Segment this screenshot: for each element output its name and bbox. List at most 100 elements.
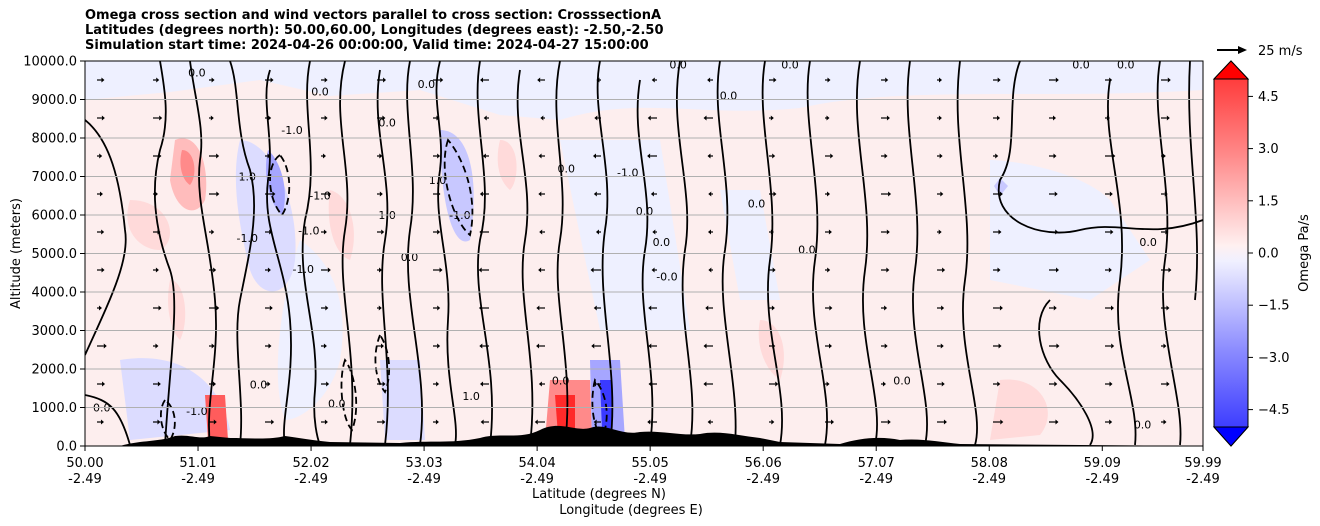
wind-vector bbox=[825, 153, 834, 159]
wind-vector bbox=[480, 381, 489, 387]
wind-vector bbox=[479, 343, 489, 349]
wind-vector bbox=[97, 153, 103, 159]
wind-vector bbox=[97, 267, 105, 273]
wind-vector bbox=[1049, 191, 1058, 197]
wind-vector bbox=[881, 229, 890, 235]
wind-vector bbox=[937, 229, 942, 235]
wind-vector bbox=[993, 381, 1001, 387]
quiver-key-arrowhead bbox=[1238, 46, 1247, 54]
wind-vector bbox=[153, 305, 162, 311]
wind-vector bbox=[433, 305, 441, 311]
omega-contours bbox=[85, 61, 1203, 446]
wind-vector bbox=[993, 77, 1001, 83]
wind-vector bbox=[377, 191, 383, 197]
wind-vector bbox=[825, 267, 831, 273]
contour-line bbox=[301, 61, 321, 446]
y-tick-label: 6000.0 bbox=[32, 209, 78, 224]
wind-vector bbox=[993, 267, 1001, 273]
wind-vector bbox=[647, 115, 657, 121]
wind-vector bbox=[593, 419, 601, 425]
x-tick-label-lon: -2.49 bbox=[68, 472, 102, 487]
wind-vector bbox=[1161, 343, 1167, 349]
contour-label: 0.0 bbox=[636, 205, 654, 218]
wind-vector bbox=[209, 381, 217, 387]
wind-vector bbox=[265, 419, 275, 425]
wind-vector bbox=[97, 343, 107, 349]
wind-vector bbox=[153, 153, 162, 159]
wind-vector bbox=[377, 77, 387, 83]
contour-label: 0.0 bbox=[798, 244, 816, 257]
wind-vector bbox=[377, 419, 386, 425]
wind-vector bbox=[1161, 153, 1166, 159]
contour-line bbox=[1188, 61, 1198, 301]
wind-vector bbox=[537, 77, 545, 83]
contour-line bbox=[997, 61, 1203, 234]
wind-vector bbox=[321, 153, 326, 159]
contour-line bbox=[716, 61, 737, 446]
wind-vector bbox=[648, 305, 657, 311]
wind-vector bbox=[209, 229, 215, 235]
y-tick-label: 3000.0 bbox=[32, 324, 78, 339]
wind-vector bbox=[881, 419, 891, 425]
contour-label: 0.0 bbox=[311, 86, 329, 99]
wind-vector bbox=[707, 77, 713, 83]
contour-line bbox=[1038, 299, 1094, 446]
wind-vector bbox=[153, 77, 160, 83]
wind-vector bbox=[1049, 381, 1058, 387]
contour-line bbox=[1107, 79, 1137, 446]
wind-vector bbox=[478, 305, 489, 311]
contour-line bbox=[265, 69, 292, 446]
wind-vectors bbox=[97, 77, 1172, 425]
wind-vector bbox=[153, 343, 159, 349]
wind-vector bbox=[1161, 191, 1168, 197]
wind-vector bbox=[534, 419, 545, 425]
wind-vector bbox=[433, 115, 440, 121]
wind-vector bbox=[265, 115, 272, 121]
colorbar-tick-label: 0.0 bbox=[1258, 247, 1279, 262]
contour-line bbox=[675, 61, 694, 446]
contour-label: 0.0 bbox=[401, 251, 419, 264]
contour-label: -1.0 bbox=[298, 224, 319, 237]
wind-vector bbox=[1161, 115, 1170, 121]
wind-vector bbox=[769, 153, 776, 159]
wind-vector bbox=[707, 419, 713, 425]
contour-line bbox=[153, 61, 176, 446]
wind-vector bbox=[881, 153, 888, 159]
wind-vector bbox=[593, 191, 601, 197]
title-line-1: Omega cross section and wind vectors par… bbox=[85, 8, 662, 23]
omega-region-neg bbox=[990, 160, 1150, 300]
wind-vector bbox=[1105, 305, 1115, 311]
wind-vector bbox=[479, 229, 489, 235]
wind-vector bbox=[209, 153, 220, 159]
omega-region-neg-top bbox=[85, 61, 1203, 120]
x-tick-label-lon: -2.49 bbox=[972, 472, 1006, 487]
wind-vector bbox=[321, 267, 331, 273]
wind-vector bbox=[708, 191, 713, 197]
x-tick-label-lat: 59.09 bbox=[1084, 456, 1121, 471]
colorbar-tick-label: 1.5 bbox=[1258, 194, 1279, 209]
wind-vector bbox=[433, 267, 443, 273]
wind-vector bbox=[377, 305, 382, 311]
wind-vector bbox=[651, 267, 657, 273]
wind-vector bbox=[538, 191, 545, 197]
wind-vector bbox=[707, 153, 713, 159]
wind-vector bbox=[769, 229, 774, 235]
wind-vector bbox=[590, 267, 601, 273]
wind-vector bbox=[153, 191, 158, 197]
colorbar: 4.5 3.0 1.5 0.0 −1.5 −3.0 −4.5 Omega Pa/s bbox=[1212, 60, 1312, 447]
wind-vector bbox=[825, 343, 832, 349]
wind-vector bbox=[377, 267, 383, 273]
wind-vector bbox=[825, 381, 830, 387]
wind-vector bbox=[648, 381, 657, 387]
omega-region-neg bbox=[720, 190, 780, 300]
wind-vector bbox=[321, 381, 330, 387]
colorbar-tick-label: 4.5 bbox=[1258, 90, 1279, 105]
omega-region-neg bbox=[560, 140, 690, 330]
wind-vector bbox=[592, 381, 601, 387]
wind-vector bbox=[536, 343, 545, 349]
omega-region-neg bbox=[380, 360, 425, 440]
wind-vector bbox=[769, 343, 776, 349]
wind-vector bbox=[1161, 381, 1170, 387]
wind-vector bbox=[593, 305, 601, 311]
colorbar-label: Omega Pa/s bbox=[1297, 214, 1312, 292]
